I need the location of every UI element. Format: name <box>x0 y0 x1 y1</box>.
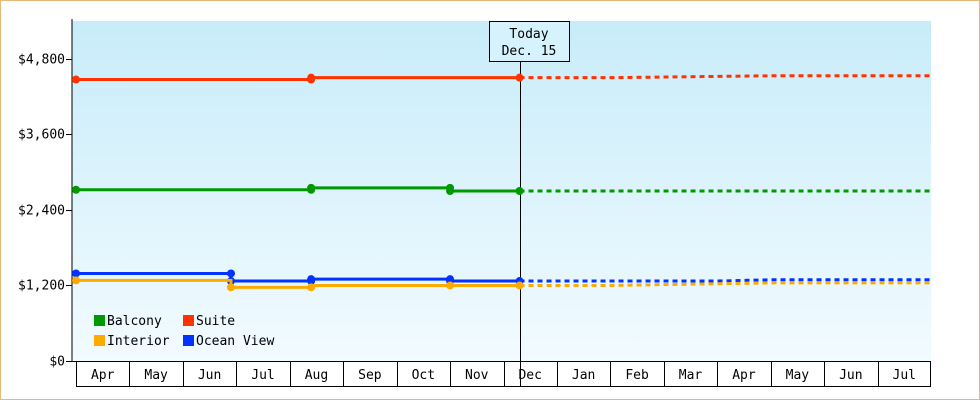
legend: Balcony Suite Interior Ocean View <box>94 314 274 349</box>
today-label: Today <box>509 27 548 42</box>
month-label: May <box>786 368 810 383</box>
month-label: Apr <box>732 368 756 383</box>
data-point-suite <box>515 73 524 82</box>
data-point-ocean-view <box>72 269 80 278</box>
month-label: Oct <box>412 368 435 383</box>
month-label: Mar <box>679 368 703 383</box>
x-axis-box <box>76 361 931 387</box>
data-point-interior <box>72 276 80 285</box>
data-point-suite <box>72 75 80 84</box>
data-point-interior <box>515 281 524 290</box>
series-forecast-suite <box>519 74 931 80</box>
month-label: Jun <box>198 368 221 383</box>
data-point-interior <box>446 281 455 290</box>
month-label: May <box>144 368 168 383</box>
month-label: Feb <box>625 368 649 383</box>
y-tick-label: $0 <box>49 355 65 370</box>
y-tick-label: $4,800 <box>18 53 65 68</box>
legend-label-ocean-view: Ocean View <box>196 334 274 349</box>
data-point-balcony <box>307 183 316 192</box>
legend-swatch-suite <box>183 315 194 326</box>
legend-swatch-balcony <box>94 315 105 326</box>
y-tick-label: $1,200 <box>18 279 65 294</box>
data-point-balcony <box>72 185 80 194</box>
month-label: Jan <box>572 368 595 383</box>
month-label: Dec <box>518 368 541 383</box>
today-date: Dec. 15 <box>502 44 557 59</box>
month-label: Apr <box>91 368 115 383</box>
legend-label-interior: Interior <box>107 334 170 349</box>
data-point-balcony <box>446 187 455 195</box>
data-point-interior <box>226 283 235 292</box>
series-lines <box>72 73 931 292</box>
data-point-interior <box>307 283 316 292</box>
legend-swatch-interior <box>94 335 105 346</box>
month-label: Jun <box>839 368 862 383</box>
today-marker: Today Dec. 15 <box>489 21 570 386</box>
month-label: Nov <box>465 368 489 383</box>
y-tick-label: $2,400 <box>18 204 65 219</box>
x-axis: Apr May Jun Jul Aug Sep Oct Nov Dec Jan Feb Mar Apr M… <box>72 361 931 387</box>
month-label: Jul <box>251 368 274 383</box>
data-point-ocean-view <box>226 269 235 278</box>
month-label: Aug <box>305 368 328 383</box>
legend-swatch-ocean-view <box>183 335 194 346</box>
series-forecast-interior <box>519 281 931 287</box>
month-label: Jul <box>893 368 916 383</box>
series-line-balcony <box>76 186 520 193</box>
month-label: Sep <box>358 368 382 383</box>
y-tick-label: $3,600 <box>18 128 65 143</box>
data-point-suite <box>307 73 316 82</box>
data-point-balcony <box>515 187 524 195</box>
y-axis: $0 $1,200 $2,400 $3,600 $4,800 <box>18 19 73 370</box>
legend-label-balcony: Balcony <box>107 314 162 329</box>
data-point-ocean-view <box>307 275 316 284</box>
legend-label-suite: Suite <box>196 314 235 329</box>
today-box <box>489 21 570 62</box>
